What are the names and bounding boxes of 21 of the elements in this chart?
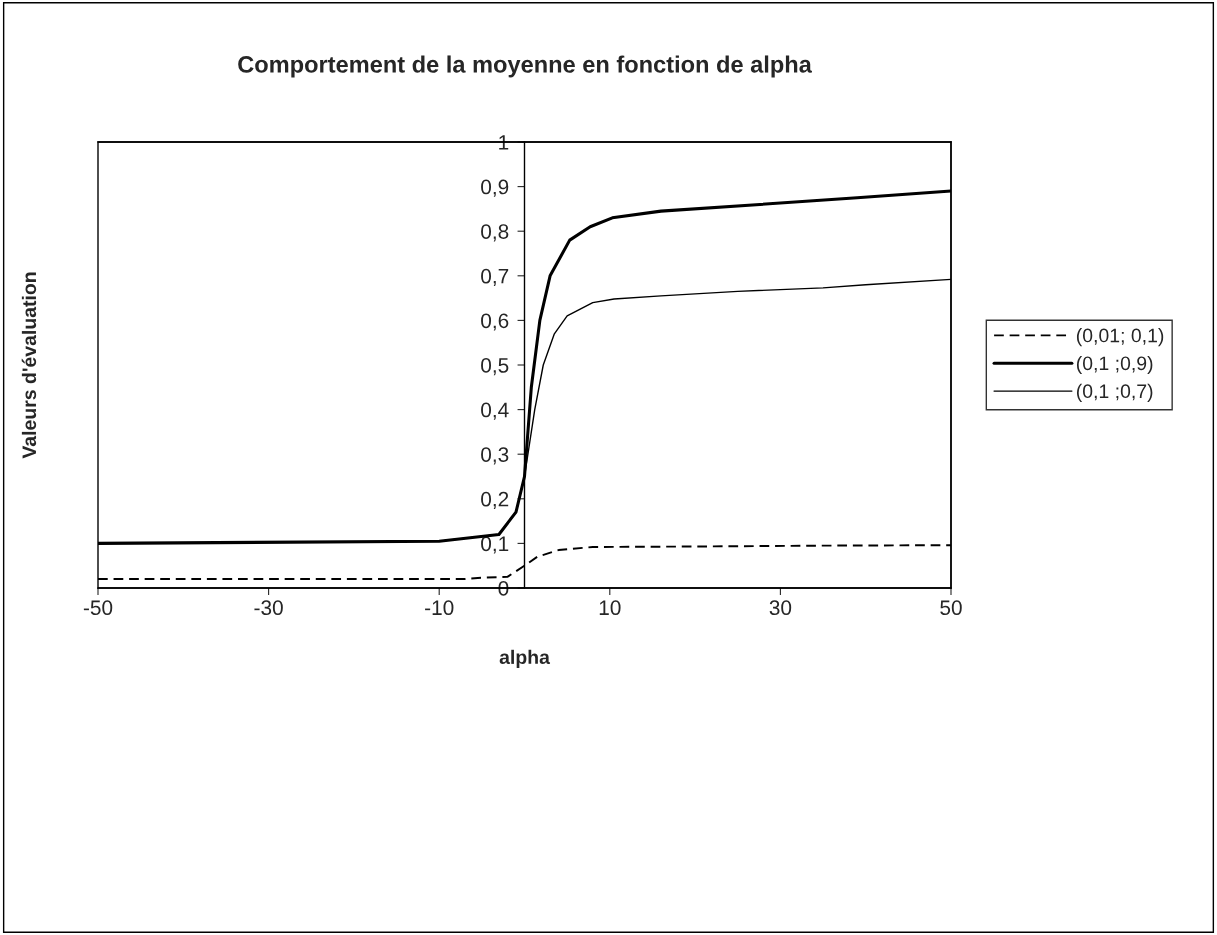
y-tick-label: 0,8	[481, 224, 509, 242]
y-axis-title: Valeurs d'évaluation	[21, 272, 37, 459]
x-tick-label: 30	[769, 600, 792, 616]
x-axis-title: alpha	[499, 649, 551, 668]
x-tick-label: 50	[940, 600, 962, 616]
x-tick-label: -10	[425, 600, 454, 616]
chart-title: Comportement de la moyenne en fonction de alpha	[238, 55, 812, 78]
y-tick-label: 0,3	[481, 447, 509, 465]
x-tick-label: -50	[83, 600, 113, 616]
y-tick-label: 0,6	[481, 313, 509, 331]
y-tick-label: 0,7	[481, 268, 509, 287]
y-tick-label: 0,9	[481, 179, 509, 197]
legend-label: (0,1 ;0,9)	[1076, 355, 1153, 375]
y-tick-label: 0,1	[481, 536, 509, 554]
x-tick-label: -30	[254, 600, 283, 616]
legend-label: (0,01; 0,1)	[1076, 328, 1164, 347]
y-tick-label: 0,2	[481, 491, 509, 510]
y-tick-label: 0,4	[481, 402, 509, 420]
legend-label: (0,1 ;0,7)	[1076, 383, 1153, 402]
y-tick-label: 0,5	[481, 358, 509, 376]
x-tick-label: 10	[599, 600, 621, 616]
